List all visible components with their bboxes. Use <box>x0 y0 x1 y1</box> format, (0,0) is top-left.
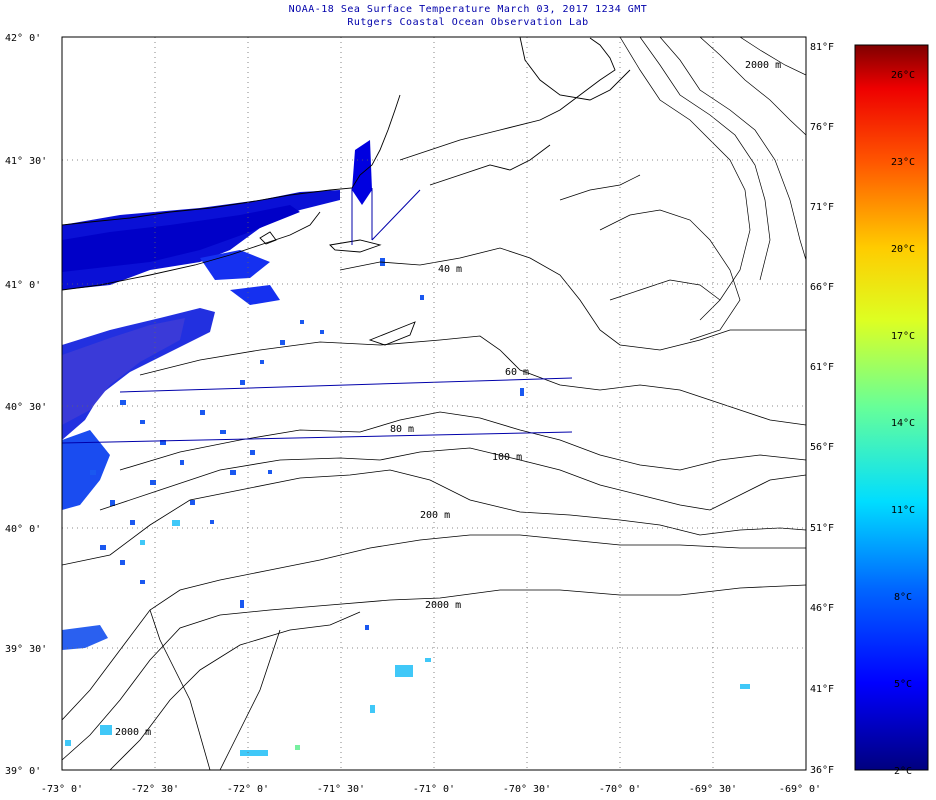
coastline-connecticut <box>62 94 401 226</box>
f-label-51: 51°F <box>810 523 834 534</box>
lon-label-72: -72° 0' <box>227 784 269 795</box>
coastline-cape-cod <box>399 37 616 161</box>
lon-label-69: -69° 0' <box>779 784 821 795</box>
sst-patch-buzzards <box>352 140 372 205</box>
f-label-81: 81°F <box>810 42 834 53</box>
contour-label-2000m-b: 2000 m <box>115 727 151 738</box>
contour-200m <box>62 469 806 566</box>
f-label-46: 46°F <box>810 603 834 614</box>
f-label-76: 76°F <box>810 122 834 133</box>
lon-label-70: -70° 0' <box>599 784 641 795</box>
c-label-8: 8°C <box>894 592 912 603</box>
c-label-17: 17°C <box>891 331 915 342</box>
f-label-61: 61°F <box>810 362 834 373</box>
lat-label-42: 42° 0' <box>5 33 41 44</box>
f-label-41: 41°F <box>810 684 834 695</box>
lat-label-41-30: 41° 30' <box>5 156 47 167</box>
contour-labels: 40 m 60 m 80 m 100 m 200 m 2000 m 2000 m… <box>115 60 781 738</box>
sst-warm-pixels <box>65 520 750 756</box>
contour-100m <box>99 447 806 511</box>
coastline-marthas-vineyard <box>329 239 382 253</box>
contour-40m <box>339 247 806 351</box>
graticule <box>62 37 806 770</box>
f-label-71: 71°F <box>810 202 834 213</box>
contour-60m <box>139 335 806 426</box>
lat-label-39-30: 39° 30' <box>5 644 47 655</box>
c-label-14: 14°C <box>891 418 915 429</box>
contour-2000m-a <box>62 534 806 721</box>
c-label-2: 2°C <box>894 766 912 777</box>
lon-label-71: -71° 0' <box>413 784 455 795</box>
sst-scattered-pixels <box>90 258 524 630</box>
contour-label-60m: 60 m <box>505 367 529 378</box>
gulf-of-maine-contours <box>559 37 806 341</box>
longitude-labels: -73° 0' -72° 30' -72° 0' -71° 30' -71° 0… <box>41 784 821 795</box>
sst-patch-long-island-sound-edge <box>62 205 300 272</box>
lat-label-41: 41° 0' <box>5 280 41 291</box>
sst-data-layer <box>62 140 750 756</box>
lat-label-40: 40° 0' <box>5 524 41 535</box>
f-label-66: 66°F <box>810 282 834 293</box>
sst-patch-nantucket-shoal <box>230 285 280 305</box>
coastline-nantucket <box>368 321 416 346</box>
sst-patch-shelf-core <box>62 318 185 425</box>
coastline-layer <box>62 37 631 346</box>
sst-patch-sw-corner <box>62 625 108 650</box>
latitude-labels: 42° 0' 41° 30' 41° 0' 40° 30' 40° 0' 39°… <box>5 33 47 777</box>
lon-label-73: -73° 0' <box>41 784 83 795</box>
sst-patch-shelf-south <box>62 430 110 510</box>
contour-2000m-b <box>62 584 806 761</box>
contour-label-200m: 200 m <box>420 510 450 521</box>
lon-label-72-30: -72° 30' <box>131 784 179 795</box>
transect-lines <box>61 188 573 444</box>
c-label-23: 23°C <box>891 157 915 168</box>
contour-80m <box>119 411 806 471</box>
coastline-maine <box>519 37 631 101</box>
c-label-26: 26°C <box>891 70 915 81</box>
contour-canyon-1 <box>149 609 211 770</box>
map-subtitle: Rutgers Coastal Ocean Observation Lab <box>347 17 589 28</box>
c-label-20: 20°C <box>891 244 915 255</box>
lat-label-40-30: 40° 30' <box>5 402 47 413</box>
lon-label-71-30: -71° 30' <box>317 784 365 795</box>
coastline-cape-cod-hook <box>429 144 551 186</box>
sst-patch-vineyard <box>200 250 270 280</box>
map-title: NOAA-18 Sea Surface Temperature March 03… <box>288 4 648 15</box>
coastline-block-island <box>259 231 277 245</box>
contour-label-2000m-c: 2000 m <box>745 60 781 71</box>
c-label-11: 11°C <box>891 505 915 516</box>
map-frame <box>61 36 807 771</box>
c-label-5: 5°C <box>894 679 912 690</box>
lat-label-39: 39° 0' <box>5 766 41 777</box>
contour-label-2000m-a: 2000 m <box>425 600 461 611</box>
f-label-36: 36°F <box>810 765 834 776</box>
coastline-long-island <box>62 211 321 291</box>
fahrenheit-labels: 81°F 76°F 71°F 66°F 61°F 56°F 51°F 46°F … <box>810 42 834 776</box>
contour-label-80m: 80 m <box>390 424 414 435</box>
lon-label-69-30: -69° 30' <box>689 784 737 795</box>
temperature-colorbar <box>854 44 929 771</box>
lon-label-70-30: -70° 30' <box>503 784 551 795</box>
contour-canyon-2 <box>219 629 281 770</box>
celsius-labels: 26°C 23°C 20°C 17°C 14°C 11°C 8°C 5°C 2°… <box>891 70 915 777</box>
contour-label-40m: 40 m <box>438 264 462 275</box>
bathymetry-layer <box>62 247 806 770</box>
sst-green-pixel <box>295 745 300 750</box>
contour-2000m-c <box>109 611 361 770</box>
contour-label-100m: 100 m <box>492 452 522 463</box>
f-label-56: 56°F <box>810 442 834 453</box>
